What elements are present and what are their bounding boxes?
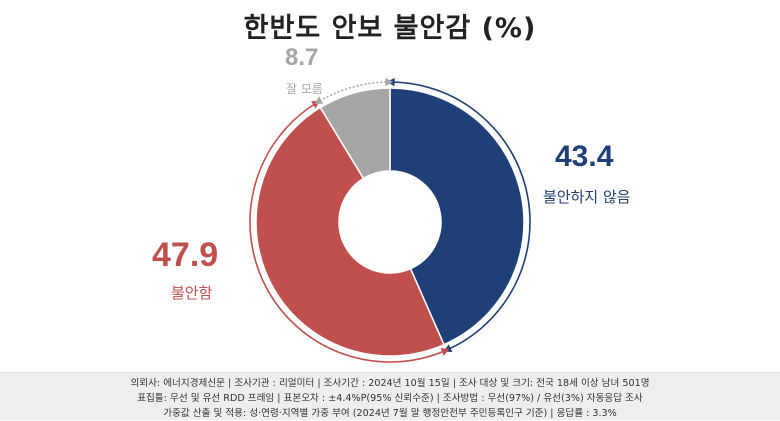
slice-anxious [255,106,445,357]
footer-line: 표집틀: 무선 및 유선 RDD 프레임 | 표본오차 : ±4.4%P(95%… [137,393,643,404]
survey-info-footer: 의뢰사: 에너지경제신문 | 조사기관 : 리얼미터 | 조사기간 : 2024… [0,372,780,420]
donut-chart [249,77,531,363]
value-label-anxious: 47.9 [152,236,219,274]
indicator-arc-anxious [249,103,445,363]
footer-line: 가중값 산출 및 적용: 성·연령·지역별 가중 부여 (2024년 7월 말 … [163,408,617,419]
category-label-not-anxious: 불안하지 않음 [543,188,631,206]
value-label-dont-know: 8.7 [285,44,319,71]
chart-title: 한반도 안보 불안감 (%) [243,13,537,44]
indicator-arc-dont-know [319,81,388,102]
category-label-dont-know: 잘 모름 [286,82,323,96]
arrowhead-icon [314,96,324,104]
indicator-arc-not-anxious [392,81,531,350]
slice-dont-know [319,87,391,180]
category-label-anxious: 불안함 [171,284,213,302]
value-label-not-anxious: 43.4 [555,140,614,173]
footer-line: 의뢰사: 에너지경제신문 | 조사기관 : 리얼미터 | 조사기간 : 2024… [130,378,650,389]
slice-not-anxious [389,87,525,346]
arrowhead-icon [385,77,394,87]
arrowhead-icon [440,348,450,356]
